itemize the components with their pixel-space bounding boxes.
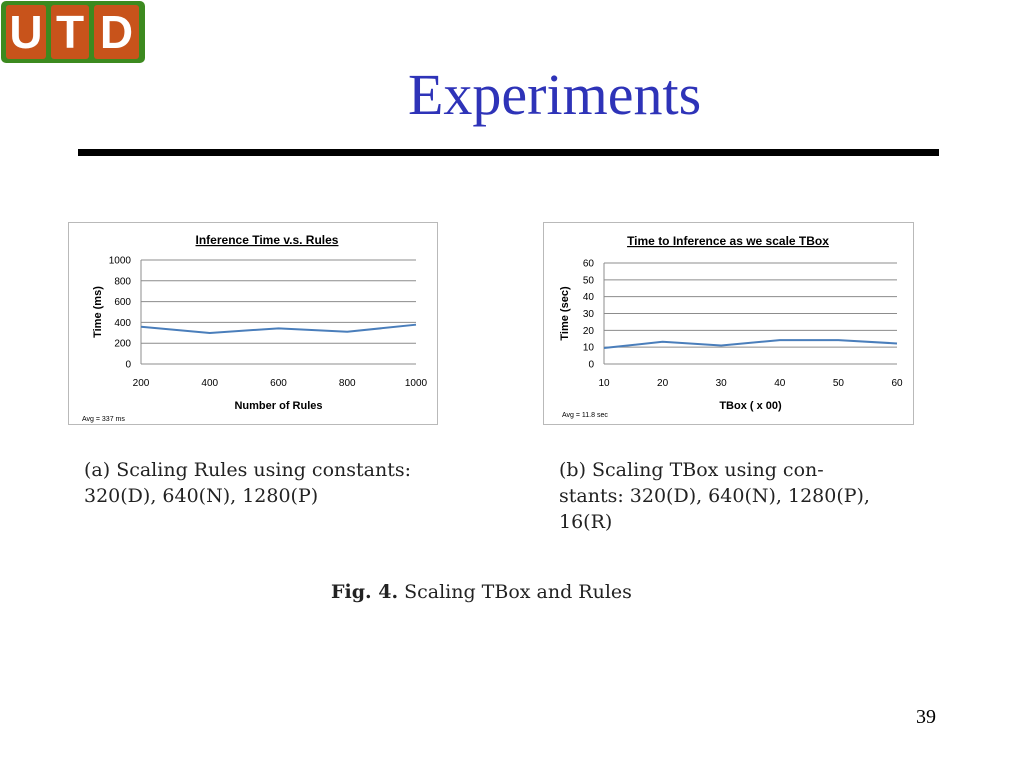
y-tick-label: 1000	[109, 256, 132, 267]
caption-a: (a) Scaling Rules using constants: 320(D…	[84, 457, 411, 509]
figure-caption-text: Scaling TBox and Rules	[404, 581, 632, 603]
x-tick-label: 40	[774, 378, 786, 389]
chart-title: Time to Inference as we scale TBox	[627, 234, 829, 248]
caption-b-line: stants: 320(D), 640(N), 1280(P),	[559, 485, 870, 507]
logo-letter-u: U	[6, 5, 46, 59]
y-tick-label: 400	[114, 318, 131, 329]
y-axis-label: Time (ms)	[92, 286, 104, 338]
x-tick-label: 20	[657, 378, 669, 389]
y-tick-label: 0	[588, 360, 594, 371]
figure-label: Fig. 4.	[331, 581, 399, 603]
page-number: 39	[916, 706, 936, 728]
x-tick-label: 600	[270, 378, 287, 389]
y-tick-label: 60	[583, 259, 595, 270]
y-tick-label: 10	[583, 343, 595, 354]
title-divider	[78, 149, 939, 156]
chart-a-frame: 0 200 400 600 800 1000 200 400 600 800 1000 Inferen…	[68, 222, 438, 425]
y-tick-label: 600	[114, 297, 131, 308]
utd-logo: U T D	[1, 1, 145, 63]
y-tick-label: 40	[583, 292, 595, 303]
chart-annotation: Avg = 337 ms	[82, 416, 125, 423]
y-tick-label: 50	[583, 275, 595, 286]
x-tick-label: 10	[598, 378, 610, 389]
y-tick-label: 200	[114, 339, 131, 350]
slide-title: Experiments	[408, 62, 702, 127]
x-tick-label: 60	[891, 378, 903, 389]
chart-b: 0 10 20 30 40 50 60 10 20 30 40 50 60 Time to Inferen…	[559, 234, 903, 419]
x-tick-label: 800	[339, 378, 356, 389]
caption-b-line: (b) Scaling TBox using con-	[559, 459, 824, 481]
y-axis-label: Time (sec)	[559, 286, 571, 341]
x-tick-label: 30	[716, 378, 728, 389]
caption-b-line: 16(R)	[559, 511, 613, 533]
chart-annotation: Avg = 11.8 sec	[562, 412, 608, 419]
series-line	[140, 323, 417, 335]
logo-letter-t: T	[51, 5, 89, 59]
caption-b: (b) Scaling TBox using con- stants: 320(…	[559, 457, 870, 535]
x-axis-label: TBox ( x 00)	[719, 400, 782, 412]
logo-letter-d: D	[94, 5, 139, 59]
y-tick-label: 30	[583, 309, 595, 320]
x-tick-label: 200	[133, 378, 150, 389]
x-tick-label: 1000	[405, 378, 428, 389]
x-tick-label: 400	[201, 378, 218, 389]
caption-a-line: (a) Scaling Rules using constants:	[84, 459, 411, 481]
y-tick-label: 800	[114, 276, 131, 287]
figure-caption: Fig. 4. Scaling TBox and Rules	[331, 579, 632, 605]
chart-title: Inference Time v.s. Rules	[196, 233, 339, 247]
series-line	[603, 339, 898, 350]
chart-b-frame: 0 10 20 30 40 50 60 10 20 30 40 50 60 Time to Inferen…	[543, 222, 914, 425]
y-tick-label: 20	[583, 326, 595, 337]
x-tick-label: 50	[833, 378, 845, 389]
x-axis-label: Number of Rules	[234, 400, 322, 412]
caption-a-line: 320(D), 640(N), 1280(P)	[84, 485, 319, 507]
y-tick-label: 0	[125, 360, 131, 371]
